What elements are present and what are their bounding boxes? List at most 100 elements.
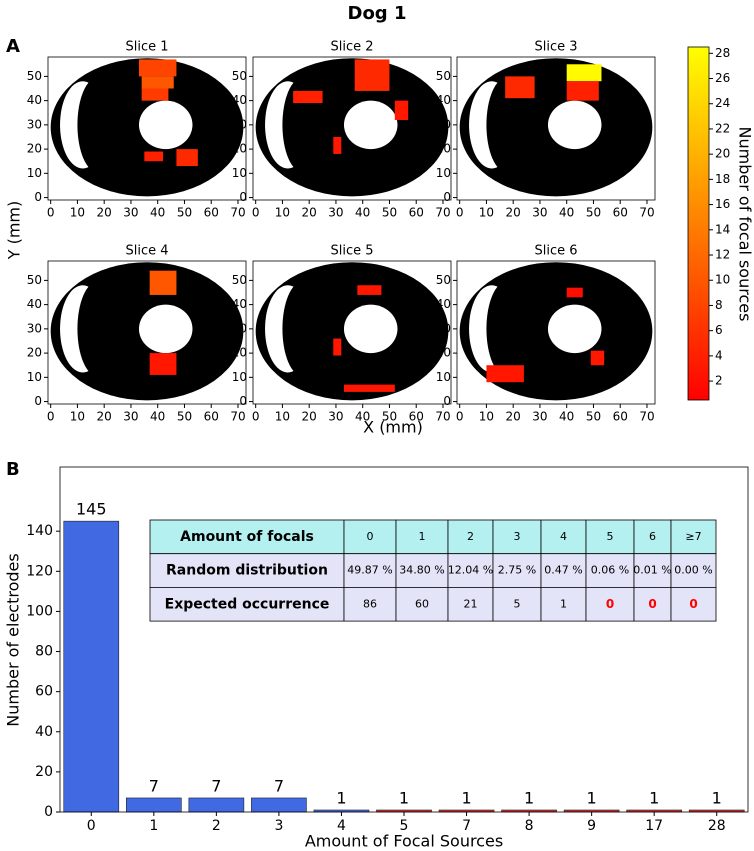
colorbar-tick-label: 2 xyxy=(715,374,723,388)
value-label: 1 xyxy=(587,788,597,807)
table-cell xyxy=(395,553,449,588)
x-tick-label: 5 xyxy=(400,818,409,834)
septum xyxy=(486,281,527,377)
slice-plot xyxy=(255,262,449,401)
cell-text: 86 xyxy=(363,597,377,610)
x-tick-label: 8 xyxy=(525,818,534,834)
axes-frame xyxy=(47,260,247,405)
slice-plot xyxy=(50,262,244,401)
x-tick-label: 30 xyxy=(328,410,343,424)
y-tick-label: 40 xyxy=(436,297,451,311)
row-label: Random distribution xyxy=(166,563,328,579)
x-tick-label: 17 xyxy=(645,818,663,834)
x-tick-label: 50 xyxy=(177,410,192,424)
x-tick-label: 10 xyxy=(275,206,290,220)
table-cell xyxy=(149,553,345,588)
colorbar-tick-label: 8 xyxy=(715,298,723,312)
value-label: 145 xyxy=(76,500,107,519)
cell-text: 0 xyxy=(367,530,374,543)
cell-text: 21 xyxy=(464,597,478,610)
cell-text: 0.01 % xyxy=(633,564,671,577)
x-tick-label: 10 xyxy=(70,206,85,220)
y-tick-label: 10 xyxy=(27,370,42,384)
y-tick-label: 0 xyxy=(443,394,451,408)
hole xyxy=(343,304,398,354)
y-tick-label: 0 xyxy=(44,804,53,820)
y-tick-label: 40 xyxy=(27,297,42,311)
y-tick-label: 10 xyxy=(232,166,247,180)
x-tick-label: 50 xyxy=(586,410,601,424)
y-tick-label: 80 xyxy=(35,644,53,660)
figure-title: Dog 1 xyxy=(348,3,407,24)
y-tick-label: 40 xyxy=(27,93,42,107)
x-tick-label: 50 xyxy=(586,206,601,220)
x-tick-label: 40 xyxy=(559,206,574,220)
subplot-title: Slice 3 xyxy=(534,40,577,55)
value-label: 7 xyxy=(149,776,159,795)
colorbar-tick-label: 20 xyxy=(715,147,730,161)
x-tick-label: 7 xyxy=(462,818,471,834)
hole xyxy=(138,304,193,354)
subplot-title: Slice 2 xyxy=(330,40,373,55)
y-tick-label: 140 xyxy=(26,523,53,539)
table-cell xyxy=(633,519,672,555)
x-tick-label: 4 xyxy=(337,818,346,834)
focal-region xyxy=(343,384,395,392)
focal-region xyxy=(590,350,605,366)
y-tick-label: 100 xyxy=(26,603,53,619)
cell-text: 4 xyxy=(560,530,567,543)
panel-label: A xyxy=(6,36,20,57)
axes-frame xyxy=(252,56,452,201)
y-tick-label: 0 xyxy=(34,190,42,204)
y-tick-label: 0 xyxy=(34,394,42,408)
septum xyxy=(77,77,118,173)
x-tick-label: 20 xyxy=(97,206,112,220)
slice-plot xyxy=(255,58,449,197)
x-tick-label: 20 xyxy=(506,206,521,220)
cell-text: 34.80 % xyxy=(399,564,444,577)
x-tick-label: 1 xyxy=(149,818,158,834)
table-cell xyxy=(540,587,587,622)
cell-text: 0 xyxy=(606,597,614,611)
table-cell xyxy=(343,587,397,622)
x-tick-label: 70 xyxy=(230,206,245,220)
y-tick-label: 50 xyxy=(232,69,247,83)
y-tick-label: 10 xyxy=(27,166,42,180)
y-tick-label: 50 xyxy=(27,273,42,287)
x-tick-label: 40 xyxy=(355,410,370,424)
table-cell xyxy=(492,587,542,622)
x-tick-label: 2 xyxy=(212,818,221,834)
colorbar-label: Number of focal sources xyxy=(736,127,754,322)
subplot-title: Slice 5 xyxy=(330,244,373,259)
cell-text: 0 xyxy=(648,597,656,611)
bar xyxy=(125,797,182,813)
focal-region xyxy=(566,64,602,82)
colorbar-tick-label: 22 xyxy=(715,121,730,135)
focal-region xyxy=(566,287,583,298)
subplot-title: Slice 4 xyxy=(125,244,168,259)
axes-frame xyxy=(47,56,247,201)
x-tick-label: 20 xyxy=(302,410,317,424)
hole xyxy=(343,100,398,150)
x-tick-label: 60 xyxy=(204,410,219,424)
focal-region xyxy=(333,338,342,356)
colorbar-tick-label: 14 xyxy=(715,222,730,236)
y-tick-label: 0 xyxy=(443,190,451,204)
x-tick-label: 50 xyxy=(177,206,192,220)
x-tick-label: 40 xyxy=(150,206,165,220)
table-cell xyxy=(149,519,345,555)
colorbar-tick-label: 16 xyxy=(715,197,730,211)
table-cell xyxy=(633,553,672,588)
x-tick-label: 60 xyxy=(409,206,424,220)
focal-region xyxy=(333,136,342,154)
focal-region xyxy=(357,285,382,295)
value-label: 1 xyxy=(336,788,346,807)
x-tick-label: 60 xyxy=(409,410,424,424)
cell-text: 2.75 % xyxy=(498,564,536,577)
x-tick-label: 50 xyxy=(382,410,397,424)
y-tick-label: 10 xyxy=(436,166,451,180)
hole xyxy=(547,100,602,150)
y-tick-label: 50 xyxy=(27,69,42,83)
septum xyxy=(486,77,527,173)
cell-text: 6 xyxy=(649,530,656,543)
